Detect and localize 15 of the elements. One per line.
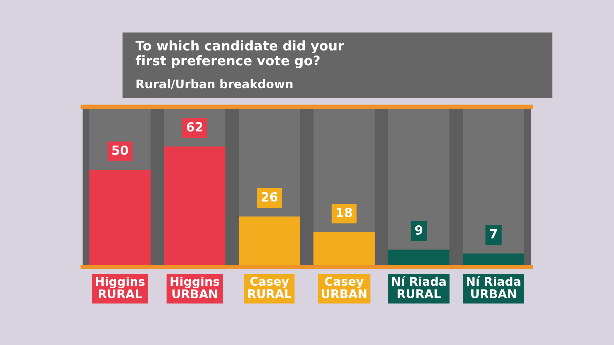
- x-tick-label: Higgins URBAN: [170, 277, 220, 299]
- x-tick-label: Ní Riada RURAL: [392, 276, 446, 298]
- chart-subtitle: Rural/Urban breakdown: [136, 80, 293, 90]
- bar: [314, 232, 375, 268]
- x-tick-label: Higgins RURAL: [96, 277, 145, 299]
- x-tick-label: Casey RURAL: [248, 277, 292, 298]
- data-label: 9: [415, 226, 423, 235]
- data-label: 62: [187, 122, 203, 132]
- x-tick-label: Casey URBAN: [322, 277, 367, 298]
- data-label: 50: [112, 146, 128, 156]
- data-label: 7: [490, 230, 498, 239]
- data-label: 18: [337, 208, 352, 218]
- chart-title: To which candidate did your first preference vote go?: [136, 40, 344, 68]
- data-label: 26: [262, 192, 278, 202]
- x-tick-label: Ní Riada URBAN: [467, 276, 521, 298]
